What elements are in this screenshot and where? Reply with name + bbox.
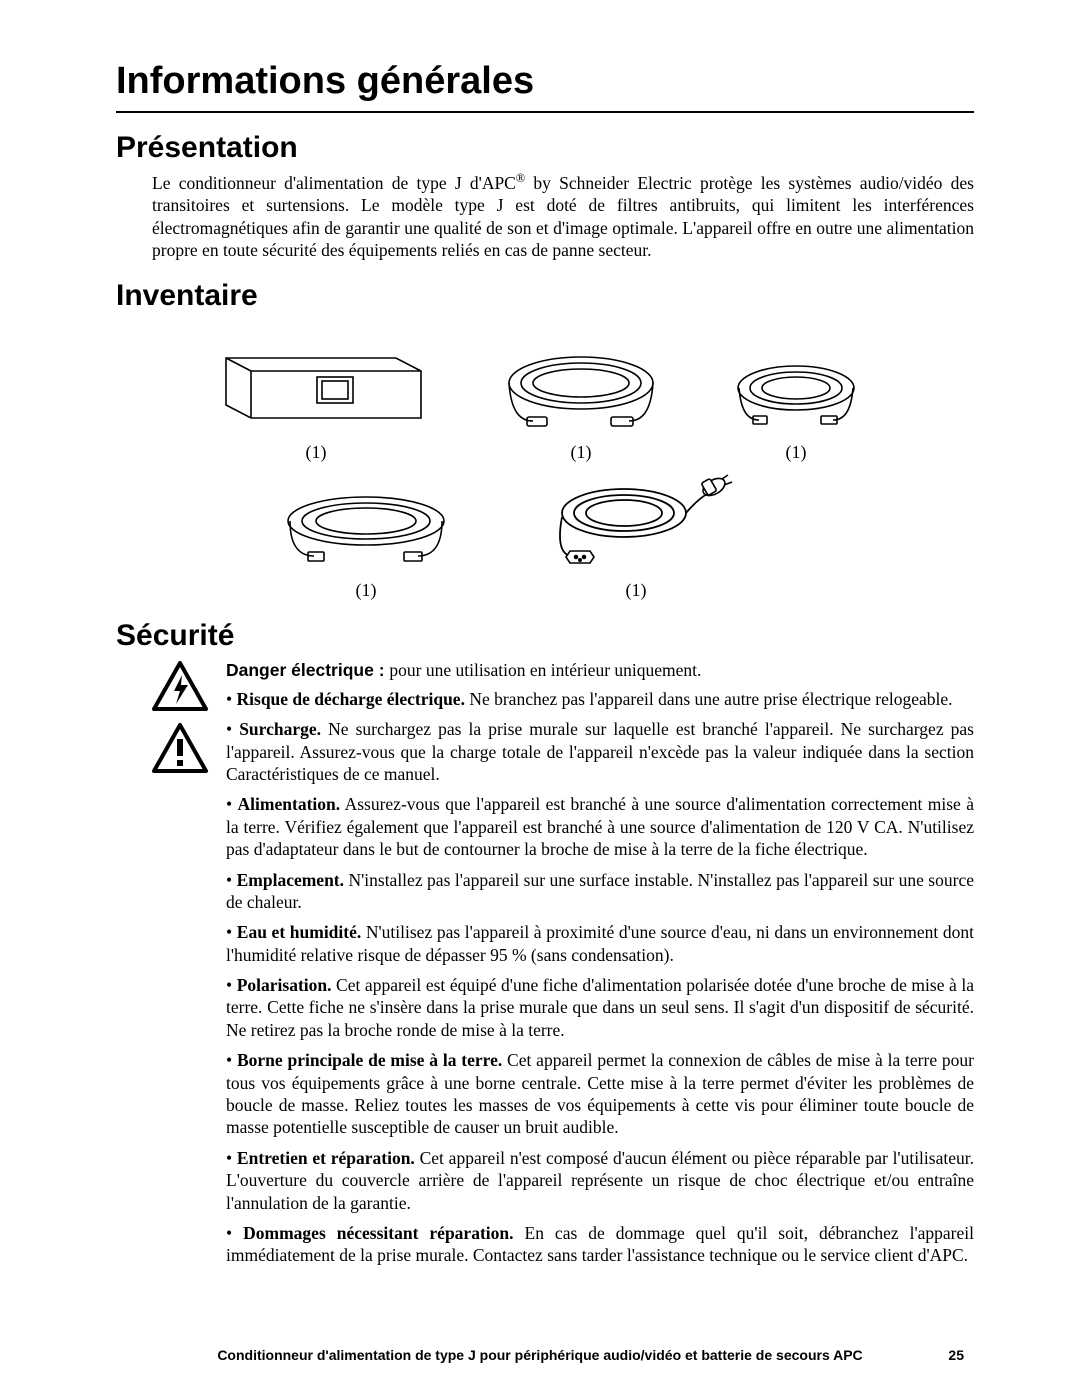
safety-bullet: • Risque de décharge électrique. Ne bran… <box>226 688 974 710</box>
bullet-text: Ne surchargez pas la prise murale sur la… <box>226 719 974 784</box>
cable3-icon <box>266 481 466 571</box>
cable2-icon <box>721 353 871 433</box>
safety-bullet: • Surcharge. Ne surchargez pas la prise … <box>226 718 974 785</box>
presentation-prefix: Le conditionneur d'alimentation de type … <box>152 173 516 193</box>
heading-presentation: Présentation <box>116 131 974 165</box>
bullet-lead: Polarisation. <box>237 975 332 995</box>
inventory-diagram: (1) (1) <box>176 323 974 601</box>
qty-5: (1) <box>506 580 766 601</box>
safety-bullet: • Dommages nécessitant réparation. En ca… <box>226 1222 974 1267</box>
bullet-lead: Entretien et réparation. <box>237 1148 415 1168</box>
safety-bullet: • Emplacement. N'installez pas l'apparei… <box>226 869 974 914</box>
heading-security: Sécurité <box>116 619 974 653</box>
safety-bullet: • Entretien et réparation. Cet appareil … <box>226 1147 974 1214</box>
page-number: 25 <box>948 1347 964 1363</box>
danger-line: Danger électrique : pour une utilisation… <box>226 659 974 681</box>
footer: Conditionneur d'alimentation de type J p… <box>0 1347 1080 1363</box>
bullet-text: Ne branchez pas l'appareil dans une autr… <box>465 689 953 709</box>
qty-2: (1) <box>456 442 706 463</box>
safety-bullets: • Risque de décharge électrique. Ne bran… <box>226 688 974 1267</box>
bullet-text: Cet appareil est équipé d'une fiche d'al… <box>226 975 974 1040</box>
registered-icon: ® <box>516 171 525 185</box>
danger-label: Danger électrique : <box>226 660 389 680</box>
bullet-lead: Risque de décharge électrique. <box>237 689 465 709</box>
page-title: Informations générales <box>116 60 974 113</box>
safety-bullet: • Borne principale de mise à la terre. C… <box>226 1049 974 1139</box>
safety-bullet: • Alimentation. Assurez-vous que l'appar… <box>226 793 974 860</box>
footer-text: Conditionneur d'alimentation de type J p… <box>217 1347 862 1363</box>
qty-4: (1) <box>226 580 506 601</box>
powercord-icon <box>536 471 736 571</box>
bullet-lead: Eau et humidité. <box>237 922 361 942</box>
danger-text: pour une utilisation en intérieur unique… <box>389 660 701 680</box>
bullet-lead: Borne principale de mise à la terre. <box>237 1050 502 1070</box>
safety-bullet: • Eau et humidité. N'utilisez pas l'appa… <box>226 921 974 966</box>
heading-inventory: Inventaire <box>116 279 974 313</box>
device-icon <box>196 323 436 433</box>
bullet-lead: Dommages nécessitant réparation. <box>243 1223 513 1243</box>
bullet-lead: Emplacement. <box>237 870 344 890</box>
qty-1: (1) <box>176 442 456 463</box>
shock-warning-icon <box>150 659 210 715</box>
qty-3: (1) <box>706 442 886 463</box>
cable1-icon <box>491 343 671 433</box>
presentation-body: Le conditionneur d'alimentation de type … <box>152 171 974 261</box>
bullet-lead: Surcharge. <box>239 719 321 739</box>
caution-warning-icon <box>150 721 210 777</box>
bullet-lead: Alimentation. <box>238 794 341 814</box>
safety-bullet: • Polarisation. Cet appareil est équipé … <box>226 974 974 1041</box>
